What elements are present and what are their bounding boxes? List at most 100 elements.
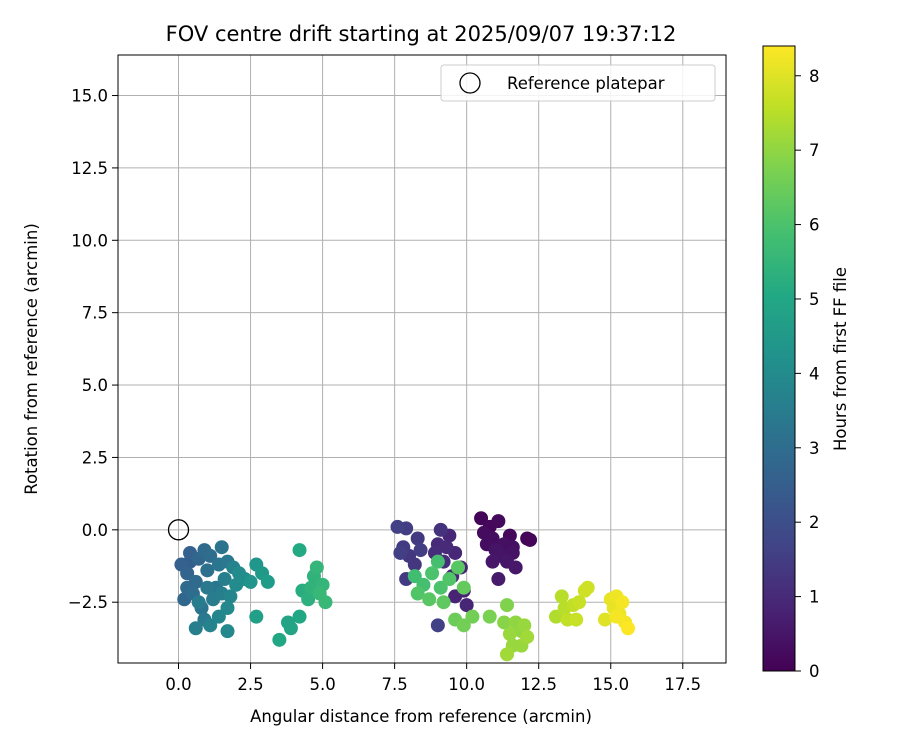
data-point (508, 560, 523, 575)
colorbar-tick-label: 0 (809, 662, 820, 681)
data-point (456, 618, 471, 633)
colorbar-tick-label: 4 (809, 364, 820, 383)
data-point (188, 621, 203, 636)
data-point (410, 531, 425, 546)
data-point (430, 554, 445, 569)
y-tick-label: −2.5 (68, 593, 108, 612)
y-tick-label: 0.0 (82, 521, 108, 540)
data-point (491, 514, 506, 529)
data-point (393, 545, 408, 560)
data-point (433, 580, 448, 595)
data-point (500, 598, 515, 613)
colorbar-tick-label: 7 (809, 141, 820, 160)
data-point (621, 621, 636, 636)
data-point (580, 580, 595, 595)
data-point (318, 595, 333, 610)
data-point (217, 572, 232, 587)
data-point (465, 609, 480, 624)
data-point (502, 627, 517, 642)
data-point (439, 540, 454, 555)
data-point (203, 548, 218, 563)
data-point (520, 629, 535, 644)
x-tick-label: 15.0 (592, 675, 629, 694)
data-point (425, 566, 440, 581)
legend-reference-marker (459, 72, 481, 94)
data-point (301, 592, 316, 607)
data-point (474, 511, 489, 526)
y-tick-label: 5.0 (82, 376, 108, 395)
y-tick-label: 10.0 (71, 231, 108, 250)
data-point (309, 560, 324, 575)
data-point (410, 586, 425, 601)
data-point (272, 632, 287, 647)
data-point (615, 595, 630, 610)
x-axis-ticks: 0.0 2.5 5.0 7.5 10.0 12.5 15.0 17.5 (165, 663, 701, 694)
data-point (459, 598, 474, 613)
data-points (174, 511, 636, 662)
colorbar-tick-label: 8 (809, 67, 820, 86)
colorbar-tick-label: 3 (809, 439, 820, 458)
data-point (200, 563, 215, 578)
data-point (292, 609, 307, 624)
data-point (180, 566, 195, 581)
legend-label: Reference platepar (507, 74, 665, 93)
colorbar-label: Hours from first FF file (831, 267, 850, 451)
colorbar-tick-label: 5 (809, 290, 820, 309)
colorbar-tick-label: 2 (809, 513, 820, 532)
data-point (249, 609, 264, 624)
data-point (436, 595, 451, 610)
data-point (430, 618, 445, 633)
data-point (523, 532, 538, 547)
data-point (442, 572, 457, 587)
colorbar: 0 1 2 3 4 5 6 7 8 Hours from first FF file (762, 45, 850, 681)
data-point (292, 543, 307, 558)
y-tick-label: 15.0 (71, 87, 108, 106)
data-point (220, 600, 235, 615)
reference-platepar-marker (167, 519, 190, 541)
data-point (482, 609, 497, 624)
data-point (569, 612, 584, 627)
colorbar-tick-label: 1 (809, 588, 820, 607)
data-point (456, 580, 471, 595)
plot-frame (117, 54, 727, 664)
data-point (554, 589, 569, 604)
grid-lines (118, 55, 726, 663)
data-point (214, 540, 229, 555)
x-tick-label: 7.5 (382, 675, 408, 694)
data-point (572, 595, 587, 610)
data-point (413, 543, 428, 558)
data-point (407, 569, 422, 584)
y-tick-label: 2.5 (82, 448, 108, 467)
data-point (422, 592, 437, 607)
colorbar-ticks: 0 1 2 3 4 5 6 7 8 (795, 67, 820, 681)
data-point (517, 618, 532, 633)
data-point (243, 574, 258, 589)
data-point (203, 618, 218, 633)
x-tick-label: 12.5 (520, 675, 557, 694)
data-point (200, 580, 215, 595)
data-point (609, 609, 624, 624)
x-tick-label: 0.0 (165, 675, 191, 694)
data-point (390, 519, 405, 534)
x-tick-label: 5.0 (309, 675, 335, 694)
data-point (260, 574, 275, 589)
y-axis-label: Rotation from reference (arcmin) (22, 223, 41, 495)
data-point (191, 595, 206, 610)
legend-box (440, 64, 716, 102)
data-point (597, 612, 612, 627)
data-point (491, 572, 506, 587)
data-point (485, 554, 500, 569)
data-point (223, 589, 238, 604)
data-point (448, 589, 463, 604)
x-tick-label: 17.5 (664, 675, 701, 694)
y-tick-label: 7.5 (82, 304, 108, 323)
y-axis-ticks: −2.5 0.0 2.5 5.0 7.5 10.0 12.5 15.0 (68, 87, 118, 612)
data-point (283, 621, 298, 636)
data-point (451, 560, 466, 575)
y-tick-label: 12.5 (71, 159, 108, 178)
x-axis-label: Angular distance from reference (arcmin) (250, 707, 592, 726)
chart-title: FOV centre drift starting at 2025/09/07 … (166, 22, 677, 46)
data-point (497, 615, 512, 630)
